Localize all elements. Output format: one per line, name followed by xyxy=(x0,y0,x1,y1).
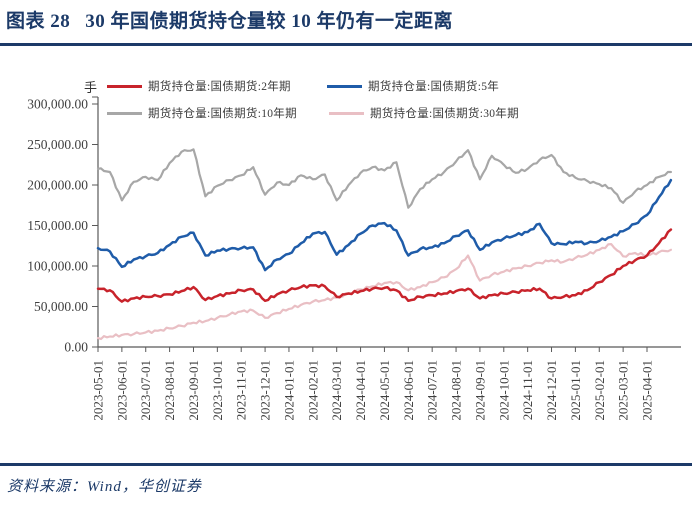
x-tick-label: 2023-08-01 xyxy=(162,360,177,421)
source-text: 资料来源：Wind，华创证券 xyxy=(7,479,202,495)
x-tick-label: 2024-06-01 xyxy=(401,360,416,421)
legend-label-2y: 期货持仓量:国债期货:2年期 xyxy=(148,81,291,93)
y-tick-label: 250,000.00 xyxy=(27,137,88,152)
legend-label-10y: 期货持仓量:国债期货:10年期 xyxy=(148,108,297,120)
x-tick-label: 2024-09-01 xyxy=(472,360,487,421)
x-tick-label: 2024-08-01 xyxy=(449,360,464,421)
x-tick-label: 2024-07-01 xyxy=(425,360,440,421)
x-tick-label: 2023-06-01 xyxy=(114,360,129,421)
legend-line-swatch-5y xyxy=(327,84,362,88)
x-tick-label: 2024-03-01 xyxy=(329,360,344,421)
x-tick-label: 2024-05-01 xyxy=(377,360,392,421)
y-tick-label: 300,000.00 xyxy=(27,97,88,112)
y-tick-label: 50,000.00 xyxy=(34,299,88,314)
x-tick-label: 2023-12-01 xyxy=(258,360,273,421)
title-divider xyxy=(0,43,692,46)
x-tick-label: 2025-03-01 xyxy=(616,360,631,421)
x-tick-label: 2025-01-01 xyxy=(568,360,583,421)
y-tick-label: 200,000.00 xyxy=(27,178,88,193)
x-tick-label: 2024-10-01 xyxy=(496,360,511,421)
x-tick-label: 2025-02-01 xyxy=(592,360,607,421)
x-tick-label: 2023-11-01 xyxy=(234,360,249,420)
series-line-10y xyxy=(96,148,672,209)
x-tick-label: 2025-04-01 xyxy=(640,360,655,421)
legend-line-swatch-2y xyxy=(107,84,142,88)
legend-label-5y: 期货持仓量:国债期货:5年 xyxy=(368,81,500,93)
x-tick-label: 2024-12-01 xyxy=(544,360,559,421)
figure-number: 图表 28 xyxy=(6,11,71,32)
figure-title-text: 30 年国债期货持仓量较 10 年仍有一定距离 xyxy=(85,11,454,32)
x-tick-label: 2024-02-01 xyxy=(305,360,320,421)
series-line-5y xyxy=(96,178,673,272)
x-tick-label: 2024-01-01 xyxy=(281,360,296,421)
y-tick-label: 0.00 xyxy=(64,340,88,355)
x-tick-label: 2023-05-01 xyxy=(91,360,106,421)
series-line-30y xyxy=(96,243,672,341)
legend-item-10y: 期货持仓量:国债期货:10年期 xyxy=(107,105,297,121)
series-line-2y xyxy=(96,228,673,303)
legend-label-30y: 期货持仓量:国债期货:30年期 xyxy=(370,108,519,120)
legend-line-swatch-30y xyxy=(329,111,364,115)
x-tick-label: 2023-10-01 xyxy=(210,360,225,421)
x-tick-label: 2023-09-01 xyxy=(186,360,201,421)
legend-item-30y: 期货持仓量:国债期货:30年期 xyxy=(329,105,519,121)
x-tick-label: 2024-04-01 xyxy=(353,360,368,421)
figure-title: 图表 28 30 年国债期货持仓量较 10 年仍有一定距离 xyxy=(6,6,453,33)
source-divider xyxy=(0,463,692,466)
legend-item-2y: 期货持仓量:国债期货:2年期 xyxy=(107,78,291,94)
x-tick-label: 2024-11-01 xyxy=(520,360,535,420)
y-axis-unit-label: 手 xyxy=(84,80,98,95)
y-tick-label: 100,000.00 xyxy=(27,259,88,274)
legend-item-5y: 期货持仓量:国债期货:5年 xyxy=(327,78,499,94)
x-tick-label: 2023-07-01 xyxy=(138,360,153,421)
y-tick-label: 150,000.00 xyxy=(27,218,88,233)
legend-line-swatch-10y xyxy=(107,111,142,115)
